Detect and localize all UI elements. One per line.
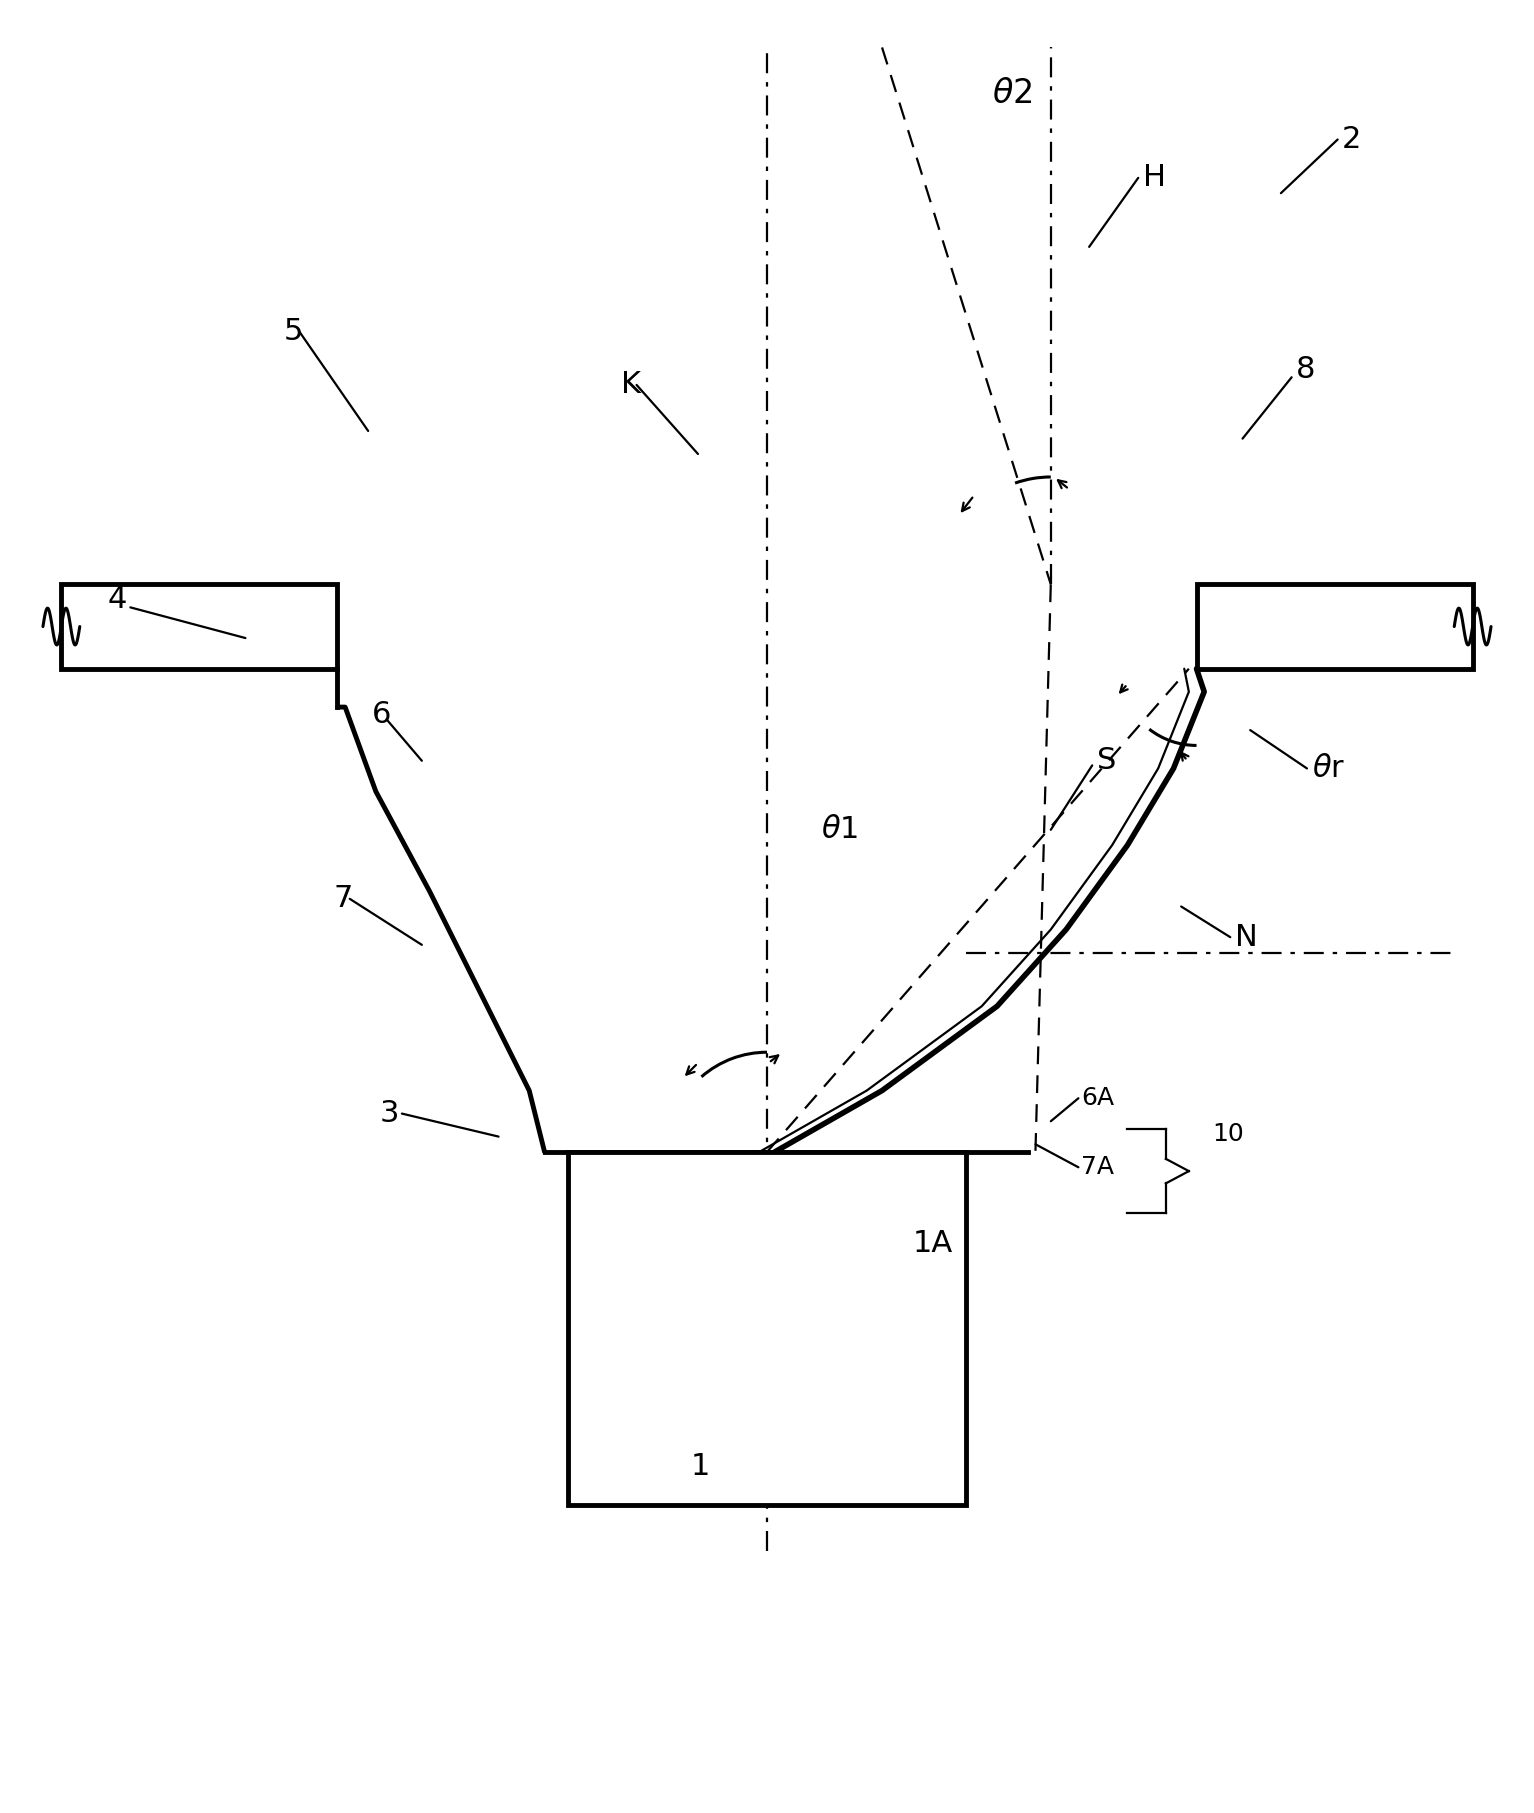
Polygon shape	[61, 584, 337, 669]
Text: 4: 4	[107, 586, 127, 615]
Text: $\theta$r: $\theta$r	[1312, 754, 1345, 783]
Text: 2: 2	[1342, 125, 1362, 154]
Text: 7: 7	[333, 885, 353, 914]
Polygon shape	[1197, 584, 1473, 669]
Text: 1A: 1A	[913, 1229, 953, 1258]
Polygon shape	[568, 1151, 966, 1505]
Text: K: K	[621, 370, 641, 399]
Text: 7A: 7A	[1081, 1155, 1115, 1178]
Text: H: H	[1143, 163, 1166, 192]
Text: $\theta$1: $\theta$1	[821, 816, 858, 845]
Text: $\theta$2: $\theta$2	[992, 76, 1032, 111]
Text: 10: 10	[1212, 1122, 1244, 1146]
Text: S: S	[1097, 747, 1117, 776]
Text: 6A: 6A	[1081, 1086, 1115, 1110]
Text: 3: 3	[379, 1099, 399, 1128]
Text: 6: 6	[371, 700, 391, 729]
Text: 8: 8	[1296, 355, 1316, 384]
Text: 5: 5	[284, 317, 304, 346]
Text: N: N	[1235, 923, 1258, 952]
Text: 1: 1	[690, 1452, 710, 1481]
